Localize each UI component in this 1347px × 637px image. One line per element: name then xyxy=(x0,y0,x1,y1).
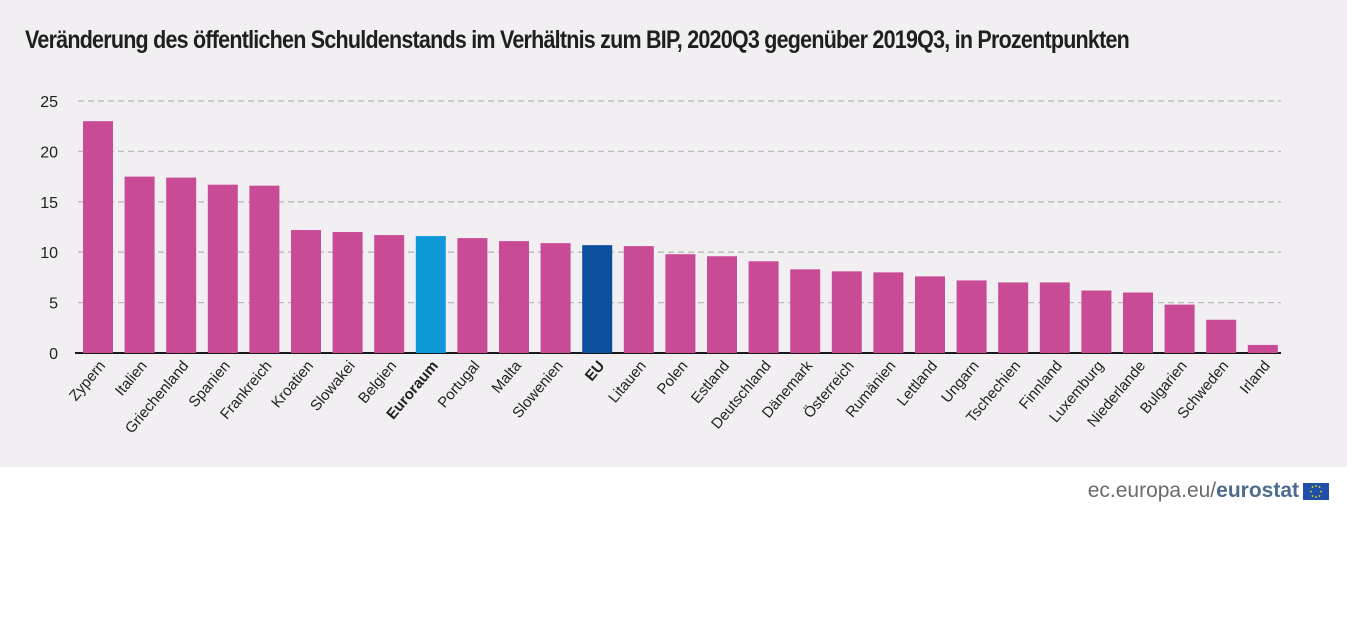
bar-euroraum xyxy=(415,236,446,353)
y-tick-label: 15 xyxy=(40,195,58,212)
y-tick-label: 25 xyxy=(40,94,58,111)
y-tick-label: 10 xyxy=(40,245,58,262)
y-axis-ticks: 0 5 10 15 20 25 xyxy=(40,94,58,363)
bar-dänemark xyxy=(790,269,821,353)
bar-griechenland xyxy=(166,177,197,353)
y-tick-label: 20 xyxy=(40,144,58,161)
bar-malta xyxy=(499,241,529,353)
footer-attribution: ec.europa.eu/ eurostat xyxy=(1088,478,1329,504)
x-tick-label: Slowakei xyxy=(307,358,359,415)
bar-slowenien xyxy=(540,243,571,353)
bar-belgien xyxy=(374,235,405,353)
bar-österreich xyxy=(831,271,862,353)
bar-zypern xyxy=(83,121,113,353)
x-tick-label: Polen xyxy=(654,358,692,398)
bar-deutschland xyxy=(748,261,779,353)
bar-estland xyxy=(707,256,737,353)
bar-polen xyxy=(665,254,696,353)
x-tick-label: Italien xyxy=(112,358,151,400)
x-tick-label: Zypern xyxy=(66,358,109,405)
x-axis-labels: Zypern ItalienGriechenlandSpanienFrankrei… xyxy=(66,357,1274,437)
x-tick-label: Portugal xyxy=(435,358,484,412)
chart-title: Veränderung des öffentlichen Schuldensta… xyxy=(25,26,1130,54)
bar-irland xyxy=(1247,344,1278,353)
x-tick-label: Litauen xyxy=(605,358,650,407)
y-tick-label: 0 xyxy=(49,346,58,363)
bar-schweden xyxy=(1206,319,1237,353)
y-tick-label: 5 xyxy=(49,296,58,313)
bar-slowakei xyxy=(332,232,363,353)
x-tick-label: Lettland xyxy=(894,358,941,410)
bar-portugal xyxy=(457,238,488,353)
bars xyxy=(83,121,1278,353)
bar-bulgarien xyxy=(1164,304,1195,353)
bar-litauen xyxy=(623,246,654,353)
x-tick-label: Irland xyxy=(1237,358,1274,398)
bar-tschechien xyxy=(998,282,1029,353)
bar-luxemburg xyxy=(1081,290,1112,353)
footer-brand[interactable]: eurostat xyxy=(1216,479,1299,502)
bar-kroatien xyxy=(291,230,321,353)
bar-frankreich xyxy=(249,185,280,353)
bar-italien xyxy=(124,176,155,353)
bar-lettland xyxy=(915,276,945,353)
bar-finnland xyxy=(1039,282,1070,353)
bar-eu xyxy=(582,245,613,353)
bar-spanien xyxy=(207,184,238,353)
bar-chart: 0 5 10 15 20 25 Zypern ItalienGriechenlandSpan… xyxy=(40,94,1281,437)
bar-rumänien xyxy=(873,272,904,353)
x-tick-label: EU xyxy=(582,358,608,385)
eu-flag-icon xyxy=(1303,482,1329,500)
bar-niederlande xyxy=(1123,292,1153,353)
bar-ungarn xyxy=(956,280,987,353)
footer-site-link[interactable]: ec.europa.eu/ xyxy=(1087,479,1217,502)
x-tick-label: Malta xyxy=(488,357,525,397)
